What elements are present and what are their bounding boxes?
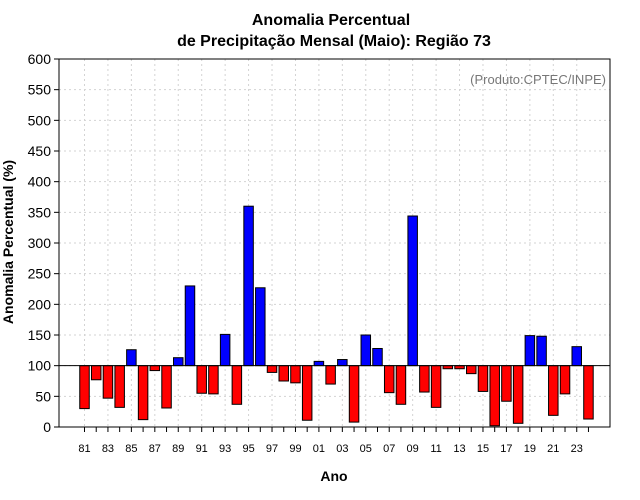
bar-14 <box>466 365 477 375</box>
y-tick-label: 550 <box>28 82 52 98</box>
bar-03 <box>337 359 348 367</box>
bar-18 <box>512 365 524 424</box>
x-tick-label: 91 <box>196 443 208 455</box>
x-tick-label: 81 <box>78 443 90 455</box>
bar-16 <box>489 365 500 427</box>
y-tick-label: 0 <box>43 419 51 435</box>
bar-91 <box>196 365 207 394</box>
y-tick-label: 250 <box>28 266 52 282</box>
bar-81 <box>79 365 90 410</box>
y-axis: 0 50 100 150 200 250 300 350 400 450 500 550 600 <box>28 51 59 435</box>
x-tick-label: 09 <box>407 443 419 455</box>
credit-text: (Produto:CPTEC/INPE) <box>470 72 606 87</box>
y-axis-label: Anomalia Percentual (%) <box>0 160 16 324</box>
y-tick-label: 150 <box>28 327 52 343</box>
bar-86 <box>137 365 149 421</box>
x-tick-label: 07 <box>383 443 395 455</box>
x-tick-label: 23 <box>571 443 583 455</box>
bar-85 <box>126 349 137 367</box>
x-tick-label: 97 <box>266 443 278 455</box>
bar-20 <box>536 335 547 367</box>
bar-00 <box>301 365 313 421</box>
bar-19 <box>524 335 536 367</box>
y-tick-label: 350 <box>28 204 52 220</box>
x-tick-label: 05 <box>360 443 372 455</box>
bar-84 <box>114 365 125 408</box>
x-tick-label: 85 <box>125 443 137 455</box>
bar-17 <box>501 365 512 402</box>
x-tick-label: 13 <box>453 443 465 455</box>
bar-10 <box>419 365 430 393</box>
y-tick-label: 50 <box>35 388 51 404</box>
bar-82 <box>90 365 102 381</box>
bar-08 <box>395 365 407 405</box>
y-tick-label: 300 <box>28 235 52 251</box>
bar-04 <box>348 365 360 423</box>
bar-83 <box>102 365 114 399</box>
bar-98 <box>278 365 289 382</box>
bar-87 <box>149 365 161 372</box>
bar-95 <box>243 205 254 367</box>
x-tick-label: 11 <box>430 443 441 455</box>
bar-11 <box>430 365 442 408</box>
y-tick-label: 500 <box>28 112 52 128</box>
x-axis: 81 83 85 87 89 91 93 95 97 99 01 03 05 07 09 11 13 15 17 19… <box>78 427 589 455</box>
bars <box>79 205 594 427</box>
bar-07 <box>383 365 395 394</box>
bar-23 <box>571 346 582 367</box>
x-tick-label: 87 <box>149 443 161 455</box>
y-tick-label: 400 <box>28 174 52 190</box>
y-tick-label: 450 <box>28 143 52 159</box>
bar-92 <box>208 365 219 395</box>
bar-06 <box>372 347 383 367</box>
x-tick-label: 21 <box>547 443 559 455</box>
x-tick-label: 95 <box>242 443 254 455</box>
bar-94 <box>231 365 243 405</box>
x-tick-label: 15 <box>477 443 489 455</box>
bar-15 <box>477 365 489 392</box>
chart-title-line2: de Precipitação Mensal (Maio): Região 73 <box>177 33 491 50</box>
bar-21 <box>548 365 559 416</box>
x-tick-label: 17 <box>500 443 512 455</box>
bar-88 <box>161 365 172 409</box>
x-tick-label: 89 <box>172 443 184 455</box>
x-tick-label: 19 <box>524 443 536 455</box>
bar-96 <box>255 287 266 367</box>
bar-24 <box>583 365 594 420</box>
y-tick-label: 600 <box>28 51 52 67</box>
x-tick-label: 99 <box>289 443 301 455</box>
x-axis-label: Ano <box>320 468 347 484</box>
x-tick-label: 93 <box>219 443 231 455</box>
bar-05 <box>360 334 372 367</box>
chart-title-line1: Anomalia Percentual <box>252 12 410 29</box>
bar-22 <box>559 365 571 395</box>
bar-02 <box>325 365 336 385</box>
y-tick-label: 200 <box>28 296 52 312</box>
bar-09 <box>407 215 418 367</box>
bar-99 <box>290 365 301 384</box>
bar-97 <box>266 365 278 373</box>
bar-89 <box>173 357 184 367</box>
y-tick-label: 100 <box>28 358 52 374</box>
bar-93 <box>219 333 231 367</box>
x-tick-label: 83 <box>102 443 114 455</box>
x-tick-label: 03 <box>336 443 348 455</box>
bar-01 <box>313 360 325 367</box>
bar-90 <box>184 285 196 367</box>
x-tick-label: 01 <box>313 443 325 455</box>
